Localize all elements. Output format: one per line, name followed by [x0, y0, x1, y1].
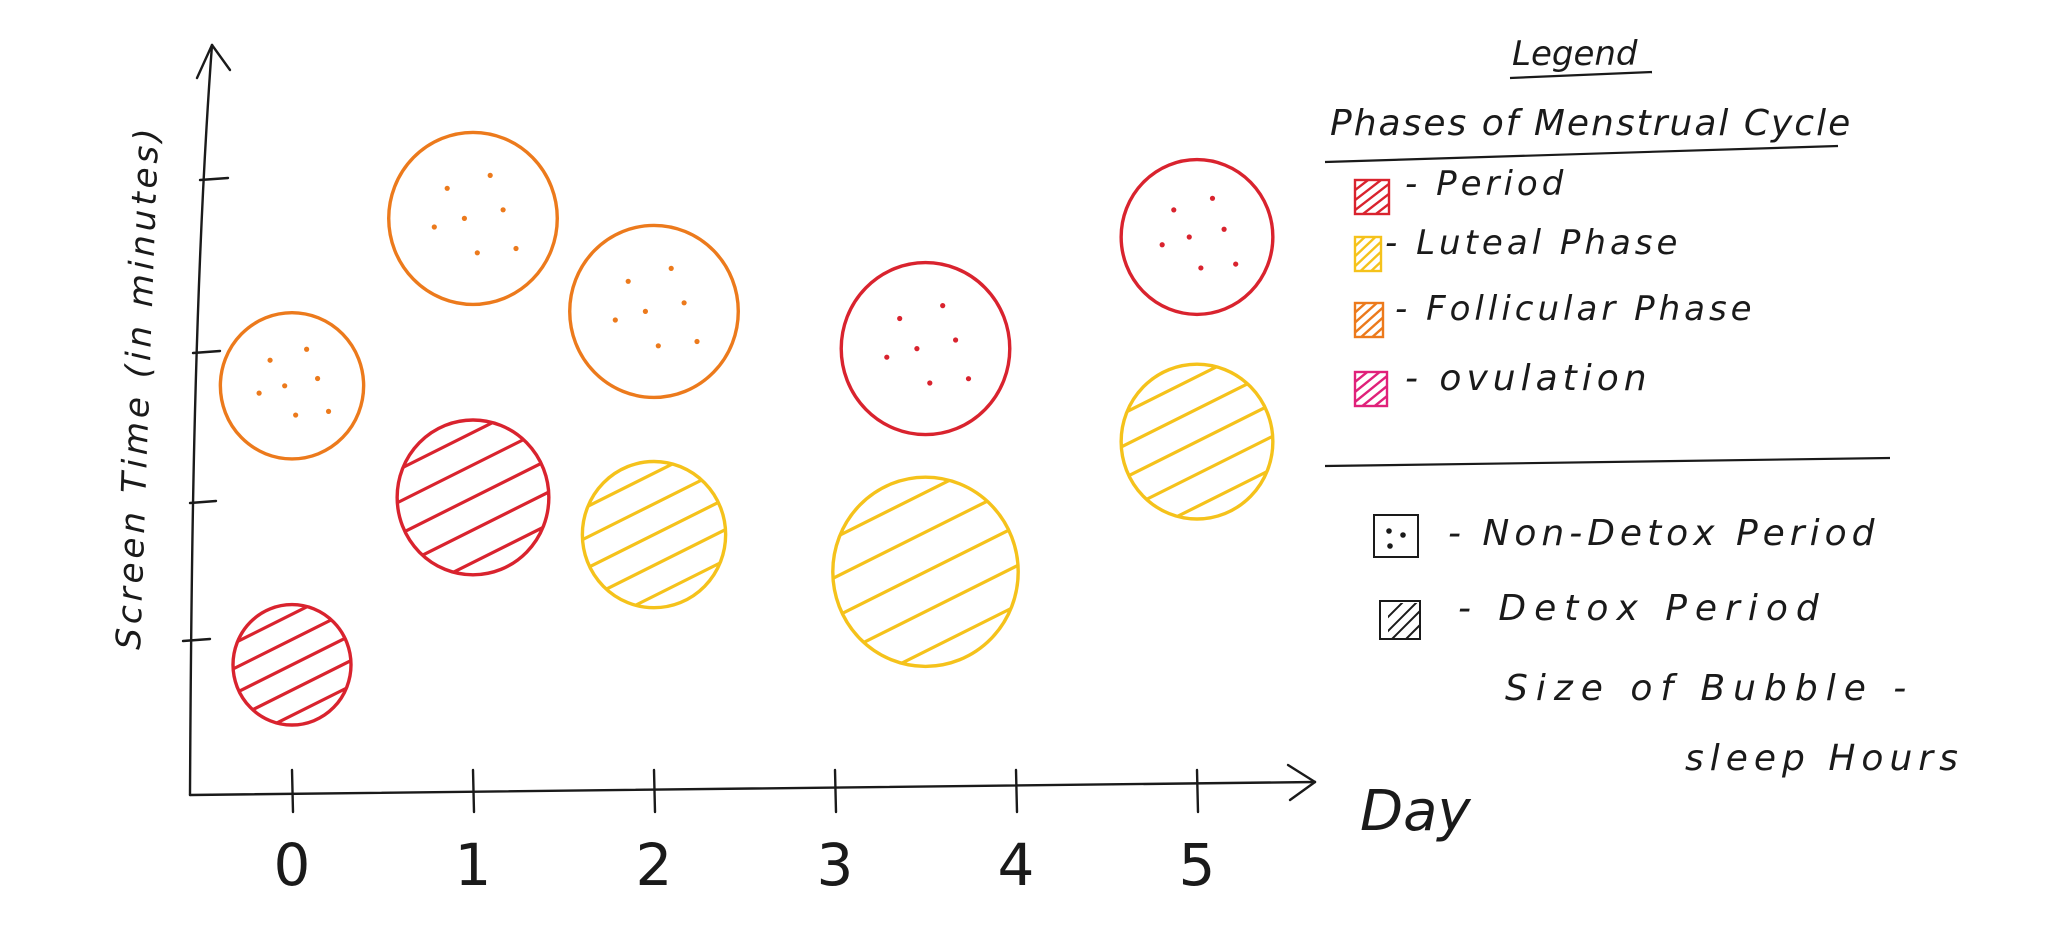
bubble [1119, 157, 1275, 317]
x-tick-mark [1014, 768, 1019, 814]
bubble [387, 130, 559, 307]
bubble [839, 260, 1012, 437]
legend-size-note-1: Size of Bubble - [1505, 668, 1914, 709]
x-tick-label: 3 [817, 831, 854, 899]
y-tick-3 [191, 349, 222, 355]
y-axis-arrow-left [195, 43, 214, 80]
bubble [231, 602, 353, 727]
legend: Legend Phases of Menstrual Cycle - Perio… [1324, 34, 1964, 779]
x-tick-label: 0 [274, 831, 311, 899]
legend-phase-label-ovulation: - ovulation [1405, 358, 1652, 399]
legend-divider [1324, 456, 1891, 468]
legend-pattern-label-non-detox: - Non-Detox Period [1448, 513, 1880, 554]
x-axis-line [188, 780, 1317, 797]
legend-pattern-label-detox: - Detox Period [1458, 588, 1827, 629]
legend-heading: Legend [1512, 34, 1638, 74]
x-tick-label: 5 [1179, 831, 1216, 899]
legend-phases-title: Phases of Menstrual Cycle [1330, 103, 1852, 144]
legend-pattern-non-detox-swatch [1373, 514, 1419, 558]
bubble [1119, 362, 1275, 521]
y-tick-1 [181, 637, 212, 643]
x-axis-arrow-top [1286, 763, 1317, 784]
legend-size-note-2: sleep Hours [1685, 738, 1964, 779]
x-ticks: 0 1 2 3 4 5 [274, 768, 1216, 899]
bubble [568, 223, 740, 400]
legend-phase-label-luteal: - Luteal Phase [1385, 223, 1681, 263]
bubble [831, 475, 1020, 669]
bubbles [218, 130, 1275, 727]
y-tick-4 [198, 176, 230, 182]
legend-phase-label-follicular: - Follicular Phase [1395, 289, 1756, 329]
x-axis-arrow-bottom [1288, 780, 1317, 802]
x-tick-mark [471, 768, 476, 814]
y-tick-2 [188, 499, 218, 505]
legend-phase-swatches [1353, 178, 1391, 408]
x-tick-mark [652, 768, 657, 814]
bubble [580, 459, 728, 610]
x-tick-mark [833, 768, 838, 814]
x-tick-mark [290, 768, 295, 814]
axes [181, 43, 1317, 802]
legend-pattern-detox-swatch [1379, 600, 1421, 640]
x-tick-label: 2 [636, 831, 673, 899]
legend-phase-swatch [1353, 370, 1389, 408]
legend-phase-swatch [1353, 178, 1391, 216]
legend-phase-label-period: - Period [1405, 164, 1567, 204]
bubble [218, 310, 366, 461]
x-axis-label: Day [1360, 779, 1471, 844]
bubble [395, 418, 551, 577]
x-tick-mark [1195, 768, 1200, 814]
y-axis-arrow-right [210, 43, 232, 72]
legend-phase-swatch [1353, 301, 1385, 339]
legend-phase-swatch [1353, 235, 1383, 273]
legend-heading-underline [1509, 70, 1653, 80]
x-tick-label: 1 [455, 831, 492, 899]
x-tick-label: 4 [998, 831, 1035, 899]
y-axis-label: Screen Time (in minutes) [109, 124, 167, 651]
y-axis-line [188, 43, 214, 797]
legend-phases-underline [1324, 144, 1839, 164]
